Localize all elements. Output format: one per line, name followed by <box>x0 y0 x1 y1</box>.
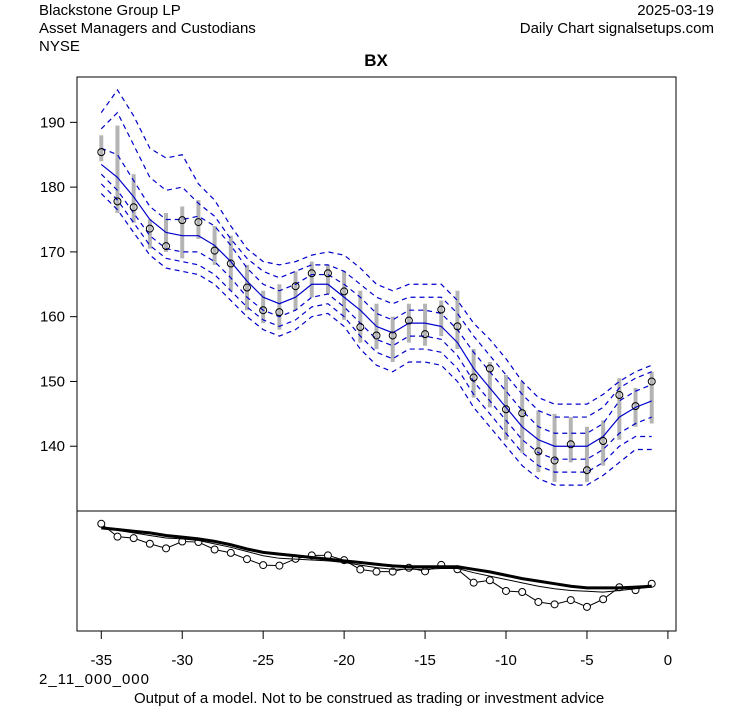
y-tick-label: 190 <box>40 114 65 131</box>
close-point <box>502 405 511 414</box>
close-point <box>437 305 446 314</box>
close-point <box>162 242 171 251</box>
chart-date: 2025-03-19 <box>637 2 714 19</box>
lower-close-point <box>582 602 591 611</box>
close-point <box>242 283 251 292</box>
close-point <box>582 466 591 475</box>
close-point <box>340 287 349 296</box>
close-point <box>194 218 203 227</box>
close-point <box>453 322 462 331</box>
lower-close-point <box>259 561 268 570</box>
x-tick-label: -5 <box>580 652 593 669</box>
close-point <box>647 377 656 386</box>
lower-close-point <box>226 548 235 557</box>
x-tick-label: -30 <box>171 652 193 669</box>
close-point <box>291 282 300 291</box>
lower-close-point <box>242 555 251 564</box>
lower-close-point <box>275 561 284 570</box>
close-point <box>404 316 413 325</box>
band-up-3-line <box>100 88 652 405</box>
y-tick-label: 160 <box>40 309 65 326</box>
lower-close-point <box>566 596 575 605</box>
lower-close-point <box>97 519 106 528</box>
industry: Asset Managers and Custodians <box>39 20 256 37</box>
close-point <box>307 269 316 278</box>
close-point <box>485 364 494 373</box>
lower-close-point <box>356 565 365 574</box>
lower-close-point <box>502 586 511 595</box>
close-point <box>550 456 559 465</box>
x-tick-label: -15 <box>414 652 436 669</box>
band-up-1-line <box>101 147 652 434</box>
exchange: NYSE <box>39 38 80 55</box>
close-point <box>615 391 624 400</box>
close-point <box>421 330 430 339</box>
lower-close-point <box>372 567 381 576</box>
close-point <box>210 246 219 255</box>
disclaimer: Output of a model. Not to be construed a… <box>134 690 605 707</box>
lower-panel-frame <box>76 510 677 632</box>
close-point <box>113 197 122 206</box>
close-point <box>275 308 284 317</box>
close-point <box>388 331 397 340</box>
close-point <box>145 224 154 233</box>
fast-average <box>101 526 652 593</box>
band-dn-3-line <box>100 193 652 486</box>
lower-close-point <box>145 539 154 548</box>
lower-close-point <box>485 576 494 585</box>
lower-close-point <box>599 595 608 604</box>
x-tick-label: 0 <box>664 652 672 669</box>
lower-close-point <box>129 534 138 543</box>
close-point <box>566 440 575 449</box>
x-tick-label: -10 <box>495 652 517 669</box>
slow-average <box>101 526 652 590</box>
y-tick-label: 170 <box>40 244 65 261</box>
center-line <box>100 163 652 447</box>
lower-close-point <box>534 597 543 606</box>
close-point <box>518 409 527 418</box>
band-up-2-line <box>100 111 652 418</box>
close-point <box>631 402 640 411</box>
x-tick-label: -25 <box>252 652 274 669</box>
close-point <box>599 437 608 446</box>
chart-source: Daily Chart signalsetups.com <box>519 20 714 37</box>
band-dn-1-line <box>100 173 652 460</box>
close-point <box>534 447 543 456</box>
close-point <box>469 373 478 382</box>
y-tick-label: 140 <box>40 438 65 455</box>
close-point <box>97 148 106 157</box>
x-tick-label: -35 <box>90 652 112 669</box>
lower-close-point <box>550 600 559 609</box>
lower-close-point <box>388 567 397 576</box>
y-tick-label: 150 <box>40 373 65 390</box>
close-point <box>129 203 138 212</box>
lower-close-point <box>210 545 219 554</box>
close-point <box>226 259 235 268</box>
lower-close-point <box>469 578 478 587</box>
y-tick-label: 180 <box>40 179 65 196</box>
band-dn-2-line <box>100 183 652 473</box>
chart-title: BX <box>364 51 388 70</box>
lower-close-point <box>113 532 122 541</box>
close-point <box>259 306 268 315</box>
close-point <box>356 323 365 332</box>
close-point <box>372 331 381 340</box>
model-code: 2_11_000_000 <box>39 671 150 688</box>
lower-close-point <box>518 587 527 596</box>
close-point <box>323 269 332 278</box>
lower-close-point <box>162 544 171 553</box>
company-name: Blackstone Group LP <box>39 2 181 19</box>
close-point <box>178 216 187 225</box>
x-tick-label: -20 <box>333 652 355 669</box>
